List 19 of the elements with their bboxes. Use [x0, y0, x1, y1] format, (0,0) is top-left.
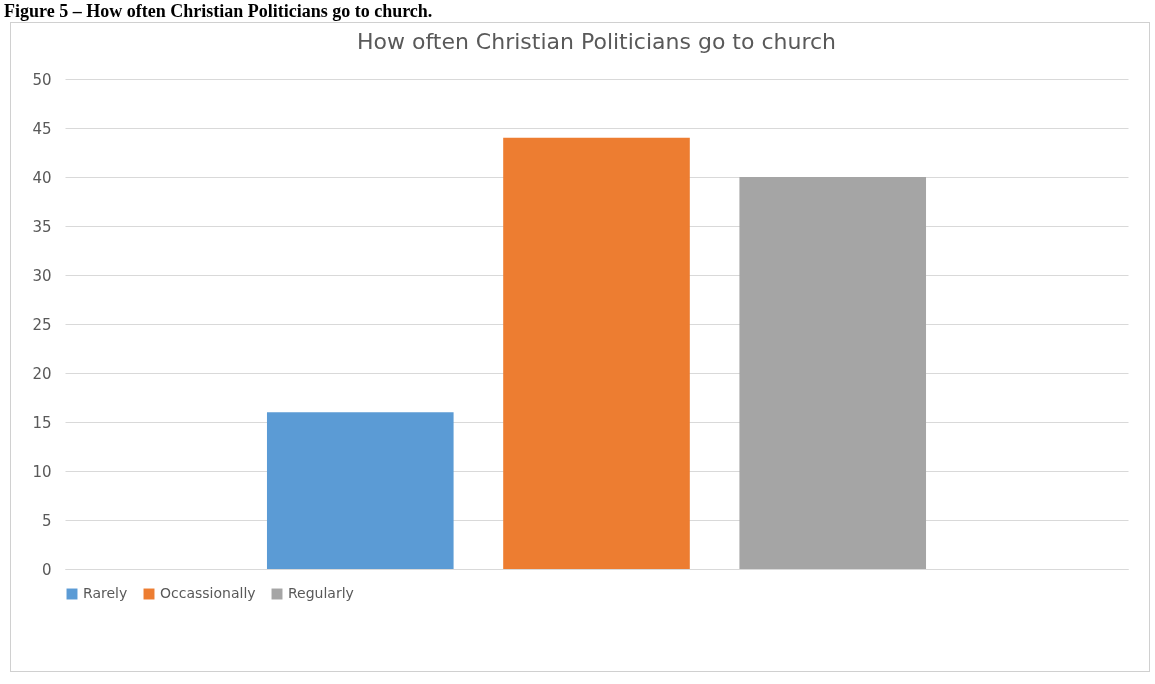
- y-tick-label: 30: [32, 266, 52, 285]
- legend-label: Regularly: [288, 585, 354, 601]
- y-tick-label: 50: [32, 70, 52, 89]
- y-tick-label: 0: [41, 560, 52, 579]
- y-tick-label: 40: [32, 168, 52, 187]
- legend-label: Occassionally: [160, 585, 256, 601]
- bar: [739, 177, 927, 569]
- y-tick-label: 25: [32, 315, 52, 334]
- y-tick-label: 10: [32, 462, 52, 481]
- chart-title: How often Christian Politicians go to church: [356, 29, 837, 54]
- y-tick-label: 15: [32, 413, 52, 432]
- y-tick-label: 35: [32, 217, 52, 236]
- legend-label: Rarely: [83, 585, 128, 601]
- y-tick-label: 45: [32, 119, 52, 138]
- bar: [503, 137, 690, 569]
- caption: Figure 5 – How often Christian Politicians go to church.: [3, 0, 434, 22]
- y-tick-label: 20: [32, 364, 52, 383]
- y-tick-label: 5: [41, 511, 52, 530]
- bar: [266, 412, 454, 569]
